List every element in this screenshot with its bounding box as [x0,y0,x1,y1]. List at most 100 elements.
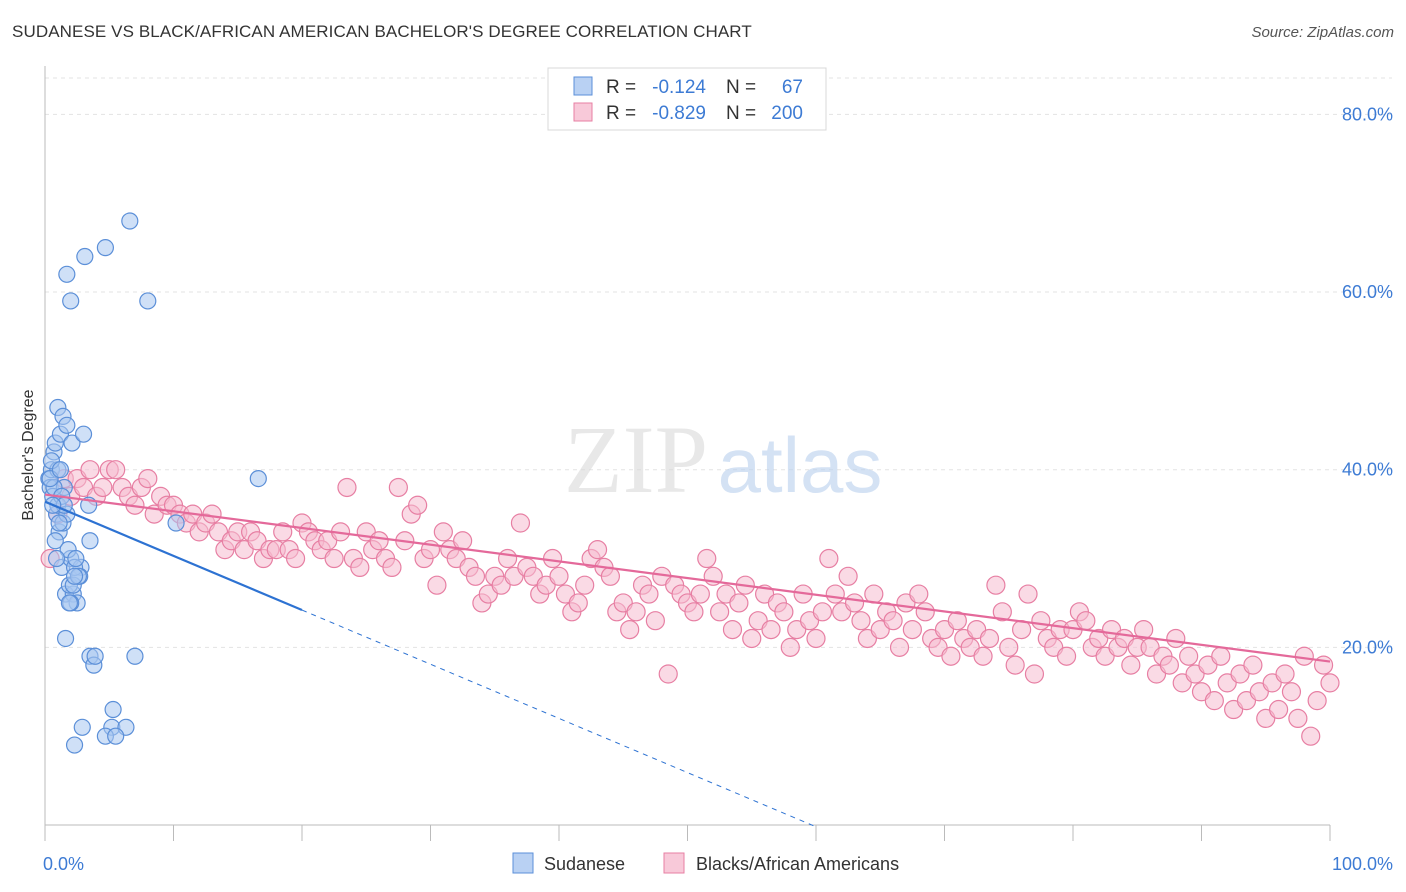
bottom-legend: Sudanese Blacks/African Americans [512,852,899,874]
data-point-blacks-african-americans [825,584,845,604]
data-point-blacks-african-americans [600,566,621,586]
data-point-blacks-african-americans [819,548,839,569]
data-point-sudanese [50,514,68,532]
data-point-blacks-african-americans [620,619,640,640]
data-point-blacks-african-americans [575,575,595,595]
legend-n-value: 200 [771,103,803,124]
data-point-blacks-african-americans [973,646,993,666]
legend-n-label: N = [726,77,756,98]
data-point-sudanese [47,549,66,568]
data-point-blacks-african-americans [382,557,402,578]
data-point-blacks-african-americans [465,566,486,586]
data-point-sudanese [60,594,79,612]
data-point-blacks-african-americans [202,504,222,524]
data-point-blacks-african-americans [498,548,518,569]
data-point-blacks-african-americans [568,593,588,613]
axes [44,66,1331,841]
data-point-sudanese [76,247,94,266]
watermark-atlas: atlas [718,421,883,509]
legend-swatch [573,102,593,122]
data-point-blacks-african-americans [947,611,967,631]
data-point-blacks-african-americans [806,628,826,649]
data-point-blacks-african-americans [684,602,704,622]
data-point-blacks-african-americans [1268,699,1289,720]
data-point-blacks-african-americans [902,619,922,640]
data-point-blacks-african-americans [337,477,357,498]
data-point-blacks-african-americans [1134,619,1154,640]
data-point-sudanese [67,549,85,568]
legend-box [547,67,827,131]
trend-line-blacks-african-americans [44,493,1331,663]
series-sudanese [40,212,267,754]
data-point-blacks-african-americans [626,602,646,622]
data-point-blacks-african-americans [1166,628,1186,649]
data-point-sudanese [58,416,76,434]
data-point-blacks-african-americans [999,637,1019,657]
data-point-sudanese [62,292,80,310]
legend-n-value: 67 [782,77,803,98]
data-point-blacks-african-americans [986,575,1006,595]
data-point-blacks-african-americans [542,548,563,569]
data-point-blacks-african-americans [812,602,833,622]
data-point-blacks-african-americans [1179,646,1199,666]
data-point-blacks-african-americans [941,646,961,666]
data-point-blacks-african-americans [645,611,665,631]
data-point-blacks-african-americans [690,584,710,604]
data-point-blacks-african-americans [774,602,794,622]
trend-lines [44,493,1331,828]
data-point-sudanese [65,567,84,585]
data-point-blacks-african-americans [1076,611,1096,631]
data-point-sudanese [167,514,185,532]
legend-r-label: R = [606,77,636,98]
source-label: Source: ZipAtlas.com [1251,24,1394,41]
data-point-sudanese [46,532,64,550]
data-point-blacks-african-americans [844,593,865,613]
data-point-blacks-african-americans [369,531,389,551]
data-point-blacks-african-americans [1024,664,1045,684]
tick-labels: 20.0% 40.0% 60.0% 80.0% 0.0% 100.0% [43,104,1393,874]
data-point-blacks-african-americans [1121,655,1141,675]
bottom-legend-swatch-sudanese [512,852,534,874]
data-point-blacks-african-americans [80,460,100,480]
watermark-zip: ZIP [564,406,708,513]
data-point-sudanese [81,532,99,550]
data-point-blacks-african-americans [729,593,749,613]
data-point-blacks-african-americans [1288,708,1308,729]
data-point-blacks-african-americans [106,460,126,480]
legend-r-value: -0.124 [652,77,706,98]
data-point-sudanese [63,434,81,452]
data-point-sudanese [121,212,139,230]
data-point-sudanese [65,736,84,754]
legend-swatch [573,76,593,96]
legend-n-label: N = [726,103,756,124]
data-point-blacks-african-americans [992,602,1012,622]
data-point-blacks-african-americans [639,584,659,604]
y-tick-label: 20.0% [1342,637,1393,657]
data-point-blacks-african-americans [909,584,929,604]
data-point-blacks-african-americans [1307,691,1327,711]
data-point-sudanese [104,700,122,719]
data-point-blacks-african-americans [697,548,717,569]
data-point-blacks-african-americans [915,602,935,622]
watermark: ZIP atlas [564,406,882,513]
data-point-blacks-african-americans [427,575,447,595]
data-point-blacks-african-americans [838,566,858,586]
data-point-sudanese [139,292,157,310]
data-point-blacks-african-americans [1301,726,1321,746]
data-point-blacks-african-americans [851,611,871,631]
bottom-legend-label-sudanese: Sudanese [544,854,625,874]
data-point-blacks-african-americans [1005,655,1025,675]
data-point-blacks-african-americans [1018,584,1038,604]
x-tick-label: 0.0% [43,854,84,874]
data-point-blacks-african-americans [1211,646,1231,666]
data-point-blacks-african-americans [1320,673,1340,693]
legend: R = -0.124 N = 67 R = -0.829 N = 200 [547,67,827,131]
data-point-blacks-african-americans [510,513,531,533]
data-point-sudanese [74,425,93,443]
data-point-blacks-african-americans [722,619,743,640]
data-point-blacks-african-americans [889,637,910,657]
data-point-blacks-african-americans [587,540,608,560]
data-point-blacks-african-americans [658,664,678,684]
data-point-blacks-african-americans [549,566,569,586]
data-point-blacks-african-americans [1056,646,1077,666]
